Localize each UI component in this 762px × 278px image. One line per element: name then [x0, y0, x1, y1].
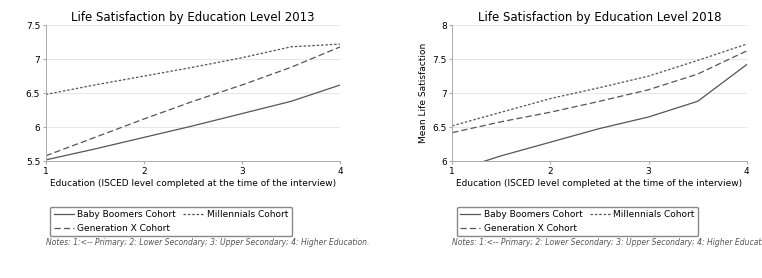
Baby Boomers Cohort [693, 100, 703, 103]
Line: Generation X Cohort: Generation X Cohort [46, 47, 341, 156]
Baby Boomers Cohort [139, 136, 149, 139]
Text: Notes: 1:<-- Primary; 2: Lower Secondary; 3: Upper Secondary; 4: Higher Educatio: Notes: 1:<-- Primary; 2: Lower Secondary… [452, 237, 762, 247]
Millennials Cohort [644, 75, 653, 78]
Generation X Cohort [188, 100, 197, 103]
Millennials Cohort [238, 56, 247, 59]
Generation X Cohort [693, 72, 703, 76]
Generation X Cohort [90, 136, 99, 139]
Generation X Cohort [742, 49, 751, 53]
Millennials Cohort [595, 86, 604, 89]
X-axis label: Education (ISCED level completed at the time of the interview): Education (ISCED level completed at the … [50, 178, 336, 188]
Baby Boomers Cohort [336, 83, 345, 87]
Millennials Cohort [742, 43, 751, 46]
Generation X Cohort [336, 45, 345, 48]
Baby Boomers Cohort [90, 147, 99, 151]
Baby Boomers Cohort [287, 100, 296, 103]
Generation X Cohort [644, 88, 653, 91]
Generation X Cohort [546, 111, 555, 114]
Generation X Cohort [41, 154, 50, 157]
Text: Notes: 1:<-- Primary; 2: Lower Secondary; 3: Upper Secondary; 4: Higher Educatio: Notes: 1:<-- Primary; 2: Lower Secondary… [46, 237, 369, 247]
Generation X Cohort [595, 100, 604, 103]
Baby Boomers Cohort [238, 112, 247, 115]
Millennials Cohort [287, 45, 296, 48]
Millennials Cohort [546, 97, 555, 100]
Title: Life Satisfaction by Education Level 2013: Life Satisfaction by Education Level 201… [72, 11, 315, 24]
Line: Millennials Cohort: Millennials Cohort [452, 44, 747, 126]
Line: Baby Boomers Cohort: Baby Boomers Cohort [46, 85, 341, 160]
Millennials Cohort [139, 75, 149, 78]
Baby Boomers Cohort [447, 170, 456, 173]
Line: Millennials Cohort: Millennials Cohort [46, 44, 341, 95]
Legend: Baby Boomers Cohort, Generation X Cohort, Millennials Cohort: Baby Boomers Cohort, Generation X Cohort… [456, 207, 698, 236]
Generation X Cohort [497, 120, 506, 123]
Generation X Cohort [287, 66, 296, 69]
Line: Generation X Cohort: Generation X Cohort [452, 51, 747, 133]
Millennials Cohort [90, 83, 99, 87]
Millennials Cohort [447, 124, 456, 128]
Title: Life Satisfaction by Education Level 2018: Life Satisfaction by Education Level 201… [478, 11, 721, 24]
Millennials Cohort [497, 111, 506, 114]
Baby Boomers Cohort [546, 140, 555, 144]
Baby Boomers Cohort [497, 154, 506, 157]
Millennials Cohort [336, 43, 345, 46]
Baby Boomers Cohort [41, 158, 50, 162]
Millennials Cohort [41, 93, 50, 96]
Millennials Cohort [188, 66, 197, 69]
Generation X Cohort [447, 131, 456, 134]
Baby Boomers Cohort [742, 63, 751, 66]
Generation X Cohort [238, 83, 247, 87]
Generation X Cohort [139, 117, 149, 121]
Y-axis label: Mean Life Satisfaction: Mean Life Satisfaction [419, 43, 428, 143]
Legend: Baby Boomers Cohort, Generation X Cohort, Millennials Cohort: Baby Boomers Cohort, Generation X Cohort… [50, 207, 292, 236]
Baby Boomers Cohort [188, 124, 197, 128]
Baby Boomers Cohort [595, 127, 604, 130]
Baby Boomers Cohort [644, 115, 653, 119]
Line: Baby Boomers Cohort: Baby Boomers Cohort [452, 64, 747, 172]
Millennials Cohort [693, 59, 703, 62]
X-axis label: Education (ISCED level completed at the time of the interview): Education (ISCED level completed at the … [456, 178, 742, 188]
